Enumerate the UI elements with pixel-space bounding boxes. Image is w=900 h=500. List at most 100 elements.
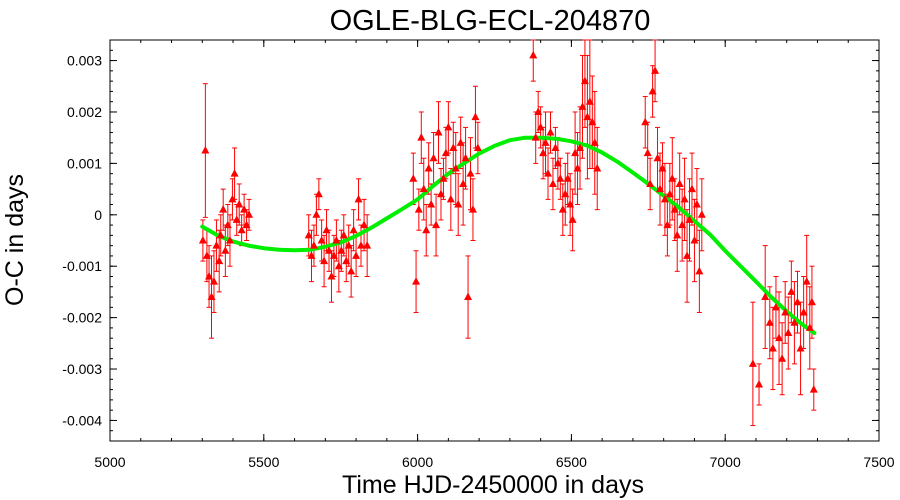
data-point [580,76,589,85]
data-point [790,318,799,326]
data-point [454,200,463,208]
data-point [419,184,428,193]
data-point [329,251,338,259]
data-point [778,354,787,362]
x-axis-label: Time HJD-2450000 in days [342,471,644,499]
data-point [245,210,254,218]
data-point [363,241,372,249]
data-point [593,164,602,172]
data-point [551,143,560,151]
data-point [309,241,318,249]
data-point [228,194,237,203]
data-point [531,133,540,141]
data-point [571,148,580,157]
data-point [223,220,232,229]
data-point [641,117,650,126]
data-point [201,146,210,154]
data-point [548,179,557,187]
data-point [235,200,244,208]
data-point [755,379,764,388]
y-tick-label: 0.001 [67,155,102,171]
data-point [337,246,346,254]
data-point [568,215,577,223]
data-point [360,220,369,229]
data-point [357,241,366,249]
data-point [325,246,334,254]
data-point [544,169,553,177]
data-point [344,241,353,249]
data-point [578,102,587,110]
data-point [322,225,331,234]
data-point [237,225,246,234]
data-point [775,333,784,342]
data-point [809,385,818,393]
y-axis-label: O-C in days [1,174,29,306]
data-point [349,225,358,234]
data-point [655,184,664,193]
errorbar-layer [200,39,817,427]
data-point [446,194,455,203]
data-point [215,256,224,265]
data-point [352,251,361,259]
data-point [327,271,336,280]
data-point [417,133,426,141]
y-tick-label: -0.002 [62,310,102,326]
data-point [692,200,701,208]
data-point [320,256,329,265]
data-point [441,148,450,157]
data-point [781,307,790,316]
data-point [690,236,699,244]
data-point [761,292,770,301]
data-point [456,138,465,146]
data-point [434,128,443,136]
data-point [354,194,363,203]
data-point [646,179,655,187]
data-point [242,220,251,229]
data-point [429,153,438,162]
x-tick-label: 6000 [402,454,433,470]
data-point [539,148,548,157]
data-point [668,174,677,182]
data-point [771,302,780,311]
x-axis: 5000 5500 6000 6500 7000 7500 [94,40,895,470]
data-point [466,169,475,177]
data-point [464,292,473,301]
fit-curve-layer [200,135,817,335]
data-point [561,189,570,198]
data-point [585,97,594,105]
data-point [541,138,550,146]
y-tick-label: 0 [94,207,102,223]
data-point [209,277,218,285]
data-point [225,236,234,244]
data-point [219,205,228,213]
data-point [339,230,348,239]
data-point [573,164,582,172]
data-point [697,210,706,218]
data-point [805,323,814,331]
data-point [449,143,458,151]
data-point [683,251,692,259]
data-point [658,164,667,172]
data-point [802,277,811,285]
data-point [748,359,757,367]
data-point [459,179,468,187]
data-point [216,230,225,239]
data-point [307,251,316,259]
data-point [796,343,805,352]
y-tick-label: -0.001 [62,258,102,274]
data-point [670,205,679,213]
data-point [695,266,704,275]
x-tick-label: 6500 [556,454,587,470]
chart-title: OGLE-BLG-ECL-204870 [330,5,651,37]
data-point [471,112,480,121]
y-tick-label: -0.004 [62,412,102,428]
data-point [665,189,674,198]
data-point [687,184,696,193]
data-point [314,189,323,198]
data-point [424,164,433,172]
data-point [230,169,239,177]
data-point [207,292,216,301]
y-tick-label: 0.002 [67,104,102,120]
fit-curve [200,135,817,335]
